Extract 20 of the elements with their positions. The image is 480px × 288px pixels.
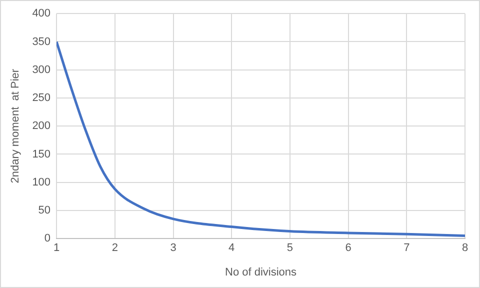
x-tick-label: 8	[462, 242, 468, 254]
x-tick-label: 3	[170, 242, 176, 254]
x-tick-label: 6	[345, 242, 352, 254]
y-axis-title: 2ndary moment at Pier	[10, 68, 22, 184]
y-tick-label: 200	[32, 120, 51, 132]
line-series	[56, 40, 465, 238]
x-tick-label: 5	[286, 242, 294, 254]
y-tick-label: 0	[44, 232, 51, 245]
y-tick-label: 50	[38, 204, 51, 217]
x-tick-label: 7	[404, 242, 410, 254]
y-tick-label: 100	[32, 176, 51, 188]
y-tick-label: 300	[32, 64, 51, 76]
y-tick-label: 250	[32, 92, 51, 104]
x-axis-title: No of divisions	[225, 266, 298, 278]
y-tick-label: 400	[32, 8, 51, 20]
x-tick-label: 1	[53, 242, 60, 254]
y-tick-label: 150	[32, 148, 51, 160]
x-tick-label: 2	[112, 242, 118, 254]
x-tick-label: 4	[228, 242, 235, 254]
y-tick-label: 350	[32, 36, 51, 48]
